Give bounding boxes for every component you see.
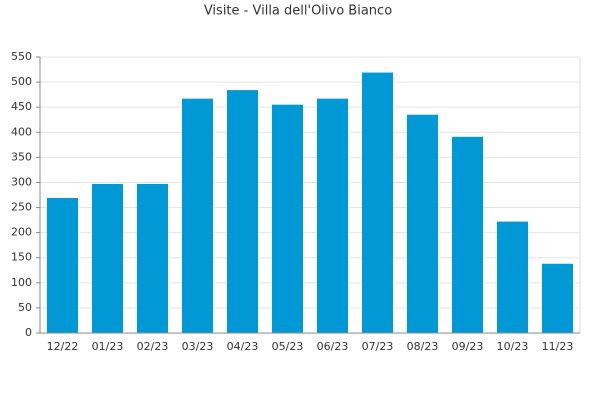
y-tick-label: 150 — [11, 251, 32, 264]
x-tick-label: 05/23 — [272, 340, 304, 353]
x-tick-label: 06/23 — [317, 340, 349, 353]
x-tick-label: 12/22 — [47, 340, 79, 353]
y-tick-label: 200 — [11, 226, 32, 239]
x-tick-label: 09/23 — [452, 340, 484, 353]
bar — [451, 136, 484, 333]
y-tick-label: 500 — [11, 75, 32, 88]
bar — [46, 198, 79, 333]
x-tick-label: 04/23 — [227, 340, 259, 353]
y-tick-label: 450 — [11, 100, 32, 113]
x-tick-label: 02/23 — [137, 340, 169, 353]
y-tick-label: 100 — [11, 276, 32, 289]
bar — [496, 221, 529, 333]
x-tick-label: 01/23 — [92, 340, 124, 353]
bar — [181, 98, 214, 333]
bar — [136, 183, 169, 333]
bar — [541, 263, 574, 333]
chart-title: Visite - Villa dell'Olivo Bianco — [204, 4, 392, 19]
x-tick-label: 10/23 — [497, 340, 529, 353]
x-tick-label: 08/23 — [407, 340, 439, 353]
bar — [271, 104, 304, 333]
y-tick-label: 550 — [11, 50, 32, 63]
y-tick-label: 0 — [25, 326, 32, 339]
x-tick-label: 03/23 — [182, 340, 214, 353]
bar — [91, 183, 124, 333]
y-tick-label: 250 — [11, 201, 32, 214]
bar — [406, 114, 439, 333]
x-tick-label: 07/23 — [362, 340, 394, 353]
bar — [226, 90, 259, 334]
bar — [361, 72, 394, 333]
bar — [316, 98, 349, 333]
y-tick-label: 350 — [11, 150, 32, 163]
x-tick-label: 11/23 — [542, 340, 574, 353]
y-tick-label: 400 — [11, 125, 32, 138]
y-tick-label: 50 — [18, 301, 32, 314]
y-tick-label: 300 — [11, 175, 32, 188]
